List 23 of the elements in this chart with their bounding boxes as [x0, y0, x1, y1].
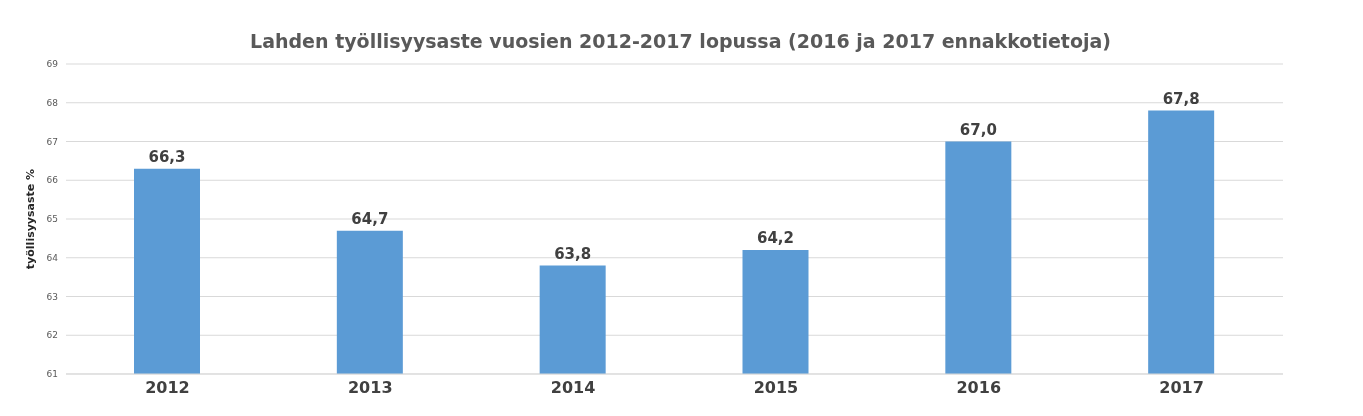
- x-tick-label: 2017: [1159, 378, 1204, 398]
- y-tick-label: 62: [46, 330, 58, 341]
- chart-title: Lahden työllisyysaste vuosien 2012-2017 lopussa (2016 ja 2017 ennakkotietoja): [249, 29, 1112, 54]
- data-label: 64,2: [756, 229, 795, 247]
- data-label: 67,0: [959, 120, 997, 139]
- y-tick-label: 65: [46, 214, 58, 225]
- y-tick-label: 66: [46, 175, 59, 186]
- x-tick-label: 2015: [753, 378, 799, 398]
- y-tick-label: 68: [46, 97, 59, 108]
- y-axis-title: työllisyysaste %: [23, 168, 37, 270]
- y-tick-label: 61: [46, 369, 58, 380]
- data-label: 67,8: [1162, 89, 1200, 108]
- x-tick-label: 2014: [550, 378, 596, 398]
- y-tick-label: 63: [46, 291, 58, 302]
- x-tick-label: 2013: [347, 378, 393, 398]
- data-label: 64,7: [351, 209, 389, 228]
- data-label: 66,3: [148, 147, 186, 166]
- y-tick-label: 64: [46, 252, 59, 263]
- y-tick-label: 67: [46, 136, 58, 147]
- x-tick-label: 2016: [956, 378, 1002, 398]
- data-label: 63,8: [554, 244, 592, 263]
- y-tick-label: 69: [46, 59, 59, 70]
- x-tick-label: 2012: [145, 378, 190, 398]
